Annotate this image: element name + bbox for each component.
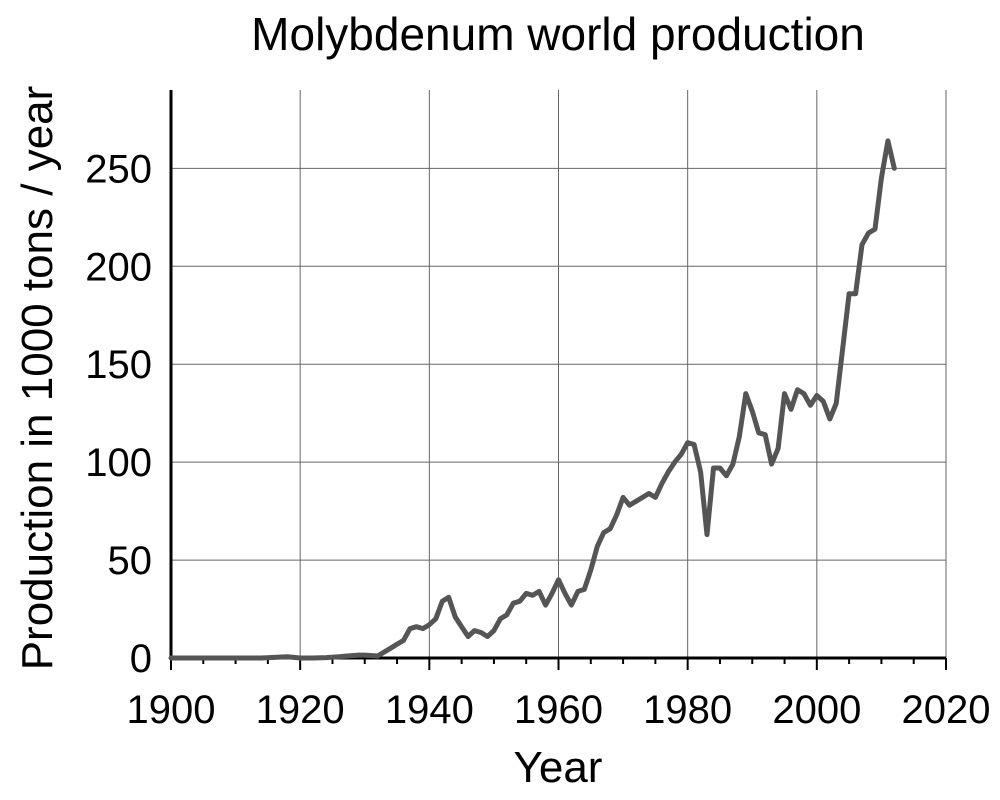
y-axis-ticks: 0 50 100 150 200 250 — [85, 147, 152, 681]
y-tick-label: 100 — [85, 441, 152, 485]
x-tick-label: 2000 — [772, 688, 861, 732]
x-tick-label: 1980 — [643, 688, 732, 732]
x-tick-label: 1940 — [385, 688, 474, 732]
x-tick-label: 1920 — [256, 688, 345, 732]
x-axis-label: Year — [514, 743, 603, 792]
x-tick-label: 1960 — [514, 688, 603, 732]
y-tick-label: 150 — [85, 343, 152, 387]
grid-lines — [171, 90, 947, 658]
y-tick-label: 250 — [85, 147, 152, 191]
x-tick-label: 2020 — [902, 688, 991, 732]
y-tick-label: 200 — [85, 245, 152, 289]
production-line — [168, 138, 897, 661]
y-axis-label: Production in 1000 tons / year — [13, 86, 62, 671]
chart-title: Molybdenum world production — [251, 8, 865, 60]
x-tick-label: 1900 — [127, 688, 216, 732]
x-axis-ticks: 1900 1920 1940 1960 1980 2000 2020 — [127, 658, 991, 732]
y-tick-label: 50 — [108, 539, 153, 583]
y-tick-label: 0 — [130, 637, 152, 681]
